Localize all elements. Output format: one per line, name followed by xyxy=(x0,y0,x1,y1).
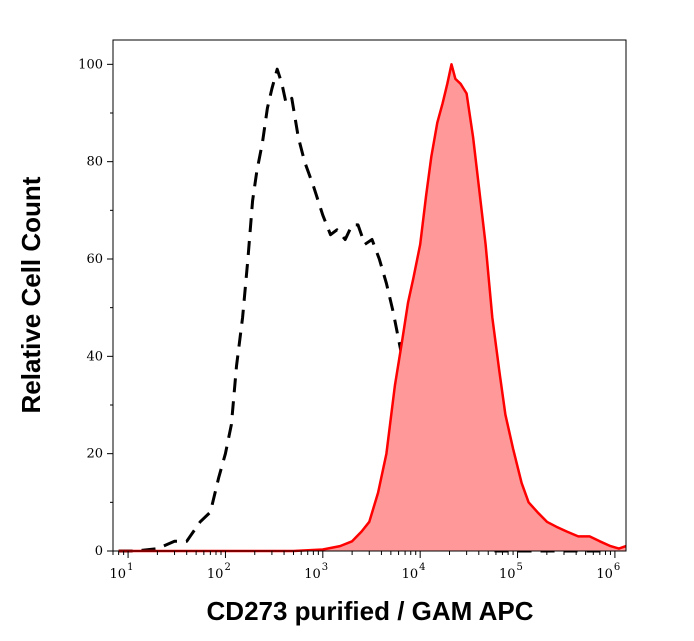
x-tick-exponent: 6 xyxy=(614,562,620,573)
y-tick-label: 40 xyxy=(86,349,103,364)
y-tick-label: 80 xyxy=(86,155,103,170)
x-tick-base: 10 xyxy=(596,567,613,582)
x-tick-exponent: 1 xyxy=(127,562,133,573)
y-axis-title: Relative Cell Count xyxy=(16,176,46,413)
x-tick-exponent: 5 xyxy=(517,562,523,573)
y-tick-label: 20 xyxy=(86,447,103,462)
x-tick-base: 10 xyxy=(110,567,127,582)
x-tick-exponent: 4 xyxy=(419,562,425,573)
series-1-line xyxy=(118,63,627,553)
x-tick-base: 10 xyxy=(499,567,516,582)
y-tick-label: 0 xyxy=(95,544,103,559)
x-tick-base: 10 xyxy=(402,567,419,582)
x-tick-exponent: 3 xyxy=(322,562,328,573)
x-axis-title: CD273 purified / GAM APC xyxy=(207,596,534,626)
series-layer xyxy=(118,63,627,553)
x-tick-exponent: 2 xyxy=(224,562,230,573)
plot-frame xyxy=(112,39,627,552)
x-tick-base: 10 xyxy=(304,567,321,582)
y-tick-label: 100 xyxy=(78,57,103,72)
x-tick-base: 10 xyxy=(207,567,224,582)
series-1-area xyxy=(118,64,626,552)
y-tick-label: 60 xyxy=(86,252,103,267)
series-0-line xyxy=(118,67,606,553)
